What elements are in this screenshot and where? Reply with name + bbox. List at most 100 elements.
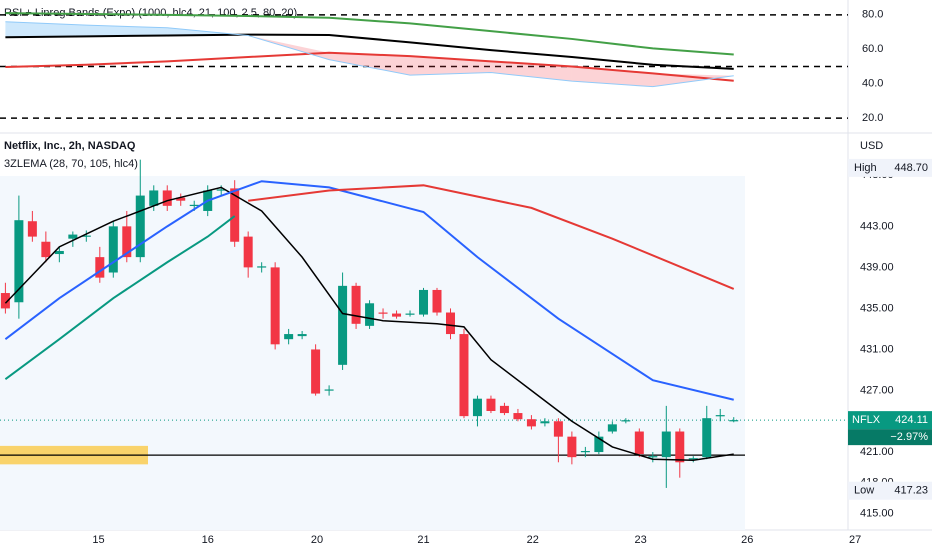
x-tick-label: 22	[527, 534, 539, 546]
candle-body	[243, 236, 253, 268]
candle-body	[634, 431, 644, 455]
y-tick-label: 20.0	[862, 112, 883, 124]
indicator-line	[4, 180, 734, 401]
candle-body	[621, 420, 631, 422]
lower-fill	[571, 66, 653, 87]
series-line	[5, 51, 734, 82]
candle-body	[378, 312, 388, 314]
series-line	[5, 33, 734, 70]
candle-body	[594, 436, 604, 453]
indicator-line	[248, 184, 735, 290]
candle-body	[419, 289, 429, 315]
y-tick-label: 421.00	[860, 446, 894, 458]
candle-body	[513, 413, 523, 420]
indicator-line	[4, 186, 734, 461]
price-tag-name: NFLX	[852, 414, 881, 426]
price-tag-name: Low	[854, 485, 874, 497]
candle-body	[405, 313, 415, 315]
y-tick-label: 431.00	[860, 343, 894, 355]
candle-body	[149, 190, 159, 206]
candle-body	[715, 415, 725, 417]
y-tick-label: 415.00	[860, 507, 894, 519]
candle-body	[675, 431, 685, 463]
price-tag	[848, 158, 932, 177]
change-label: −2.97%	[890, 431, 928, 443]
series-line	[5, 12, 734, 56]
candle-body	[230, 188, 240, 242]
candle-body	[607, 424, 617, 432]
indicator-line	[4, 215, 236, 381]
candle-body	[351, 285, 361, 324]
candle-body	[553, 421, 563, 437]
change-tag	[848, 429, 932, 446]
candle-body	[162, 190, 172, 206]
x-tick-label: 21	[417, 534, 429, 546]
candle-body	[567, 436, 577, 458]
candle-body	[648, 456, 658, 458]
upper-fill	[86, 25, 168, 37]
candle-body	[216, 189, 226, 191]
lower-fill	[652, 73, 734, 87]
candle-body	[526, 419, 536, 427]
candle-body	[688, 458, 698, 460]
price-tag-label: 417.23	[894, 485, 928, 497]
candle-body	[580, 451, 590, 453]
candle-body	[702, 418, 712, 458]
candle-body	[284, 334, 294, 340]
chart-title: Netflix, Inc., 2h, NASDAQ	[4, 140, 136, 152]
y-tick-label: 427.00	[860, 384, 894, 396]
candle-body	[297, 334, 307, 337]
price-tag-label: 424.11	[895, 414, 928, 426]
candle-body	[472, 398, 482, 417]
candle-body	[486, 398, 496, 412]
price-tag-label: 448.70	[894, 162, 928, 174]
candle-body	[0, 293, 10, 309]
candle-body	[27, 221, 37, 237]
candle-body	[445, 312, 455, 335]
x-tick-label: 26	[741, 534, 753, 546]
candle-body	[68, 234, 78, 239]
lower-fill	[490, 61, 572, 82]
y-tick-label: 439.00	[860, 261, 894, 273]
candle-body	[14, 220, 24, 303]
upper-fill	[5, 21, 87, 38]
y-tick-label: 80.0	[862, 9, 883, 21]
y-tick-label: 60.0	[862, 43, 883, 55]
candle-body	[41, 241, 51, 258]
candle-body	[459, 334, 469, 417]
lower-fill	[329, 52, 411, 76]
candle-body	[108, 226, 118, 273]
unit-label: USD	[860, 140, 883, 152]
candle-body	[729, 420, 739, 422]
candle-body	[661, 431, 671, 458]
price-tag-name: High	[854, 162, 877, 174]
x-tick-label: 27	[849, 534, 861, 546]
candle-body	[324, 389, 334, 391]
candle-body	[122, 226, 132, 258]
candle-body	[392, 313, 402, 317]
candle-body	[95, 257, 105, 278]
candle-body	[189, 204, 199, 207]
candle-body	[270, 267, 280, 345]
x-tick-label: 16	[202, 534, 214, 546]
price-tag	[848, 481, 932, 500]
candle-body	[311, 349, 321, 394]
x-tick-label: 23	[635, 534, 647, 546]
candle-body	[135, 195, 145, 258]
price-tag	[848, 411, 932, 430]
y-tick-label: 443.00	[860, 220, 894, 232]
candle-body	[432, 289, 442, 313]
y-tick-label: 435.00	[860, 302, 894, 314]
candle-body	[257, 266, 267, 268]
x-tick-label: 20	[311, 534, 323, 546]
series-line	[5, 21, 734, 88]
candle-body	[499, 405, 509, 414]
candle-body	[176, 197, 186, 201]
candle-body	[338, 285, 348, 365]
x-tick-label: 15	[92, 534, 104, 546]
candle-body	[365, 303, 375, 326]
y-tick-label: 40.0	[862, 78, 883, 90]
chart-subtitle: 3ZLEMA (28, 70, 105, hlc4)	[4, 158, 138, 170]
candle-body	[54, 250, 64, 255]
